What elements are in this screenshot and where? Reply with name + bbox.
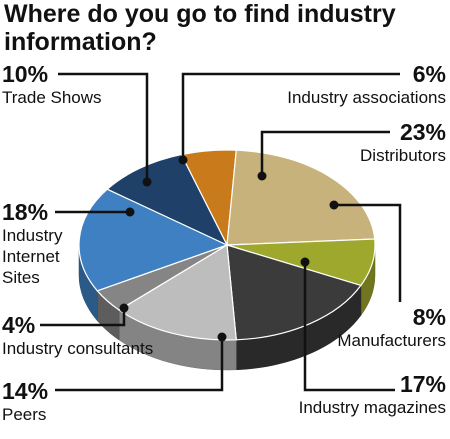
value-label: 8% [412, 304, 446, 330]
data-label: 6% Industry associations [287, 61, 446, 108]
data-label: 17% Industry magazines [299, 371, 446, 418]
leader-dot [257, 171, 267, 181]
value-label: 23% [399, 119, 446, 145]
slice [78, 188, 229, 292]
leader-line [181, 72, 400, 160]
category-label: Manufacturers [337, 331, 446, 350]
leader-dot [119, 303, 129, 313]
leader-dot [142, 177, 152, 187]
category-label: Industry consultants [2, 339, 154, 358]
value-label: 6% [412, 61, 446, 87]
leader-dot [125, 207, 135, 217]
data-label: 23% Distributors [360, 119, 446, 166]
leader-line [260, 130, 390, 176]
data-label: 4% Industry consultants [2, 312, 153, 359]
leader-line [303, 262, 395, 392]
data-label: 8% Manufacturers [337, 304, 446, 351]
leader-dot [178, 155, 188, 165]
slice [106, 153, 229, 247]
value-label: 10% [2, 61, 49, 87]
category-label: Industry associations [287, 88, 446, 107]
leader-dot [217, 332, 227, 342]
data-label: 18% Industry Internet Sites [2, 199, 82, 288]
slice [226, 149, 376, 246]
category-label: Peers [2, 405, 47, 424]
value-label: 14% [2, 378, 49, 404]
slice [226, 244, 362, 341]
value-label: 17% [399, 371, 446, 397]
data-label: 14% Peers [2, 378, 48, 425]
category-label: Distributors [360, 146, 446, 165]
category-label: Trade Shows [2, 88, 102, 107]
chart-title: Where do you go to find industry informa… [4, 0, 396, 56]
data-label: 10% Trade Shows [2, 61, 102, 108]
leader-line [55, 337, 224, 392]
leader-dot [329, 200, 339, 210]
value-label: 18% [2, 199, 49, 225]
value-label: 4% [2, 312, 36, 338]
leader-line [334, 203, 402, 302]
category-label: Industry magazines [298, 398, 446, 417]
leader-line [40, 308, 126, 327]
leader-line [58, 72, 149, 182]
leader-dot [300, 257, 310, 267]
category-label: Industry Internet Sites [2, 226, 63, 287]
